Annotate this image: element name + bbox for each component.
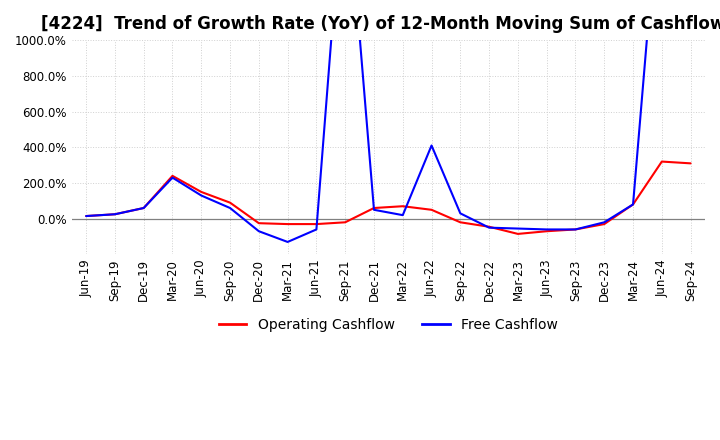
Operating Cashflow	[312, 221, 320, 227]
Operating Cashflow	[254, 220, 263, 226]
Operating Cashflow	[197, 189, 206, 194]
Operating Cashflow	[226, 200, 235, 205]
Free Cashflow	[398, 213, 407, 218]
Free Cashflow	[82, 213, 91, 219]
Free Cashflow	[226, 205, 235, 211]
Operating Cashflow	[657, 159, 666, 164]
Free Cashflow	[513, 226, 522, 231]
Free Cashflow	[111, 212, 120, 217]
Free Cashflow	[456, 211, 464, 216]
Free Cashflow	[168, 175, 177, 180]
Free Cashflow	[485, 225, 493, 230]
Operating Cashflow	[140, 205, 148, 211]
Operating Cashflow	[168, 173, 177, 179]
Operating Cashflow	[686, 161, 695, 166]
Operating Cashflow	[398, 204, 407, 209]
Operating Cashflow	[341, 220, 349, 225]
Free Cashflow	[369, 207, 378, 213]
Operating Cashflow	[111, 212, 120, 217]
Free Cashflow	[571, 227, 580, 232]
Free Cashflow	[254, 229, 263, 234]
Operating Cashflow	[283, 221, 292, 227]
Operating Cashflow	[513, 231, 522, 237]
Free Cashflow	[629, 202, 637, 207]
Free Cashflow	[600, 220, 608, 225]
Operating Cashflow	[456, 220, 464, 225]
Free Cashflow	[197, 193, 206, 198]
Free Cashflow	[140, 205, 148, 211]
Legend: Operating Cashflow, Free Cashflow: Operating Cashflow, Free Cashflow	[213, 312, 564, 337]
Operating Cashflow	[542, 229, 551, 234]
Operating Cashflow	[369, 205, 378, 211]
Title: [4224]  Trend of Growth Rate (YoY) of 12-Month Moving Sum of Cashflows: [4224] Trend of Growth Rate (YoY) of 12-…	[41, 15, 720, 33]
Operating Cashflow	[82, 213, 91, 219]
Operating Cashflow	[600, 221, 608, 227]
Operating Cashflow	[427, 207, 436, 213]
Line: Operating Cashflow: Operating Cashflow	[86, 161, 690, 234]
Operating Cashflow	[629, 202, 637, 207]
Free Cashflow	[283, 239, 292, 245]
Free Cashflow	[427, 143, 436, 148]
Operating Cashflow	[485, 224, 493, 229]
Free Cashflow	[542, 227, 551, 232]
Free Cashflow	[312, 227, 320, 232]
Line: Free Cashflow: Free Cashflow	[86, 0, 690, 242]
Operating Cashflow	[571, 227, 580, 232]
